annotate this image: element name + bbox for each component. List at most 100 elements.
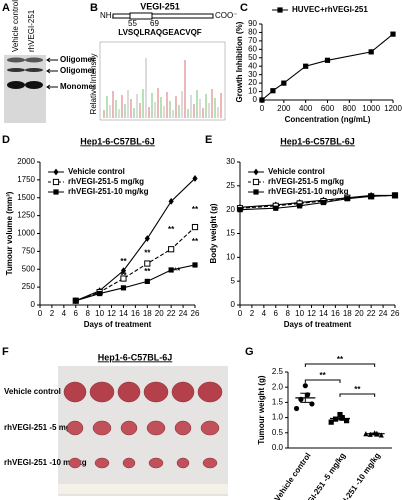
marker — [168, 197, 174, 205]
marker — [281, 80, 287, 86]
x-tick-label: 0 — [238, 309, 243, 318]
marker — [390, 31, 396, 37]
panel-letter: C — [240, 2, 248, 14]
x-axis-label: Concentration (ng/mL) — [285, 115, 371, 124]
series-line — [75, 178, 196, 302]
x-tick-label: Vehicle control — [273, 451, 313, 500]
legend-marker — [253, 168, 259, 176]
end-pos: 69 — [150, 19, 159, 28]
x-tick-label: 8 — [285, 309, 290, 318]
y-tick-label: 70 — [248, 36, 257, 45]
x-tick-label: 2 — [250, 309, 255, 318]
panel-letter: F — [2, 346, 9, 358]
x-tick-label: 26 — [391, 309, 400, 318]
significance: ** — [354, 385, 361, 394]
x-tick-label: 0 — [260, 104, 265, 113]
significance: ** — [174, 267, 181, 276]
y-tick-label: 1250 — [17, 211, 35, 220]
arrow — [46, 84, 58, 90]
legend-label: rhVEGI-251-5 mg/kg — [68, 177, 144, 186]
y-tick-label: 500 — [22, 264, 36, 273]
y-tick-label: 15 — [226, 229, 235, 238]
tumour — [89, 381, 115, 403]
y-tick-label: 1500 — [17, 193, 35, 202]
band — [7, 81, 25, 89]
blot — [4, 55, 46, 123]
marker — [320, 199, 327, 206]
x-tick-label: 6 — [274, 309, 279, 318]
significance: ** — [120, 257, 127, 266]
band-label: Monomer — [60, 82, 96, 91]
c-term: COO⁻ — [215, 11, 237, 20]
tumour — [66, 420, 84, 436]
legend-marker — [52, 178, 60, 186]
series-line — [75, 264, 196, 302]
x-axis-label: Days of treatment — [284, 320, 352, 329]
y-tick-label: 30 — [248, 70, 257, 79]
y-axis-label: Growth Inhibition (%) — [235, 21, 244, 102]
panel-letter: E — [205, 134, 212, 146]
marker — [120, 267, 127, 275]
y-tick-label: 60 — [248, 44, 257, 53]
x-tick-label: 20 — [355, 309, 364, 318]
tumour — [63, 381, 87, 403]
marker — [192, 175, 198, 182]
arrow — [46, 57, 58, 63]
significance: ** — [168, 225, 175, 234]
legend-label: rhVEGI-251-10 mg/kg — [68, 187, 149, 196]
band-label: Oligomer — [60, 66, 95, 75]
tumour — [120, 420, 138, 436]
chart-title: Hep1-6-C57BL-6J — [80, 136, 155, 146]
x-axis-label: Days of treatment — [84, 320, 152, 329]
protein-bar — [112, 13, 214, 19]
y-tick-label: 2000 — [17, 157, 35, 166]
y-tick-label: 750 — [22, 246, 36, 255]
bracket — [304, 363, 376, 367]
marker — [309, 401, 315, 407]
marker — [144, 278, 150, 285]
legend-label: HUVEC+rhVEGI-251 — [292, 5, 368, 14]
x-tick-label: 22 — [167, 309, 176, 318]
x-tick-label: 4 — [62, 309, 67, 318]
tumour — [117, 381, 141, 403]
y-tick-label: 0.0 — [272, 443, 284, 452]
x-tick-label: 800 — [343, 104, 357, 113]
row-label: Vehicle control — [4, 387, 61, 396]
spectrum-frame — [99, 41, 226, 121]
marker — [192, 262, 198, 268]
x-tick-label: 26 — [191, 309, 200, 318]
tumour — [148, 457, 164, 469]
y-tick-label: 2.5 — [272, 367, 284, 376]
marker — [168, 246, 175, 253]
y-tick-label: 1.5 — [272, 398, 284, 407]
x-tick-label: 16 — [131, 309, 140, 318]
y-axis-label: Tumour volume (mm³) — [5, 191, 14, 275]
x-tick-label: 200 — [277, 104, 291, 113]
error-bar — [335, 416, 345, 421]
error-bar — [369, 432, 380, 435]
x-tick-label: 14 — [319, 309, 328, 318]
tumour — [174, 420, 192, 436]
x-tick-label: 0 — [38, 309, 43, 318]
legend-label: Vehicle control — [68, 167, 125, 176]
tumour — [92, 420, 112, 436]
tumour — [146, 420, 166, 436]
y-axis-label: Body weight (g) — [209, 203, 218, 263]
tumour — [94, 457, 110, 469]
series-line — [75, 226, 196, 302]
x-tick-label: 22 — [367, 309, 376, 318]
y-tick-label: 1.0 — [272, 413, 284, 422]
x-tick-label: 1200 — [384, 104, 402, 113]
bracket — [304, 379, 341, 383]
n-term: NH₂ — [100, 11, 115, 20]
significance: ** — [337, 355, 344, 364]
panel-letter: A — [2, 2, 10, 14]
marker — [293, 405, 300, 412]
y-tick-label: 2.0 — [272, 382, 284, 391]
marker — [368, 193, 374, 199]
significance: ** — [120, 271, 127, 280]
marker — [302, 383, 308, 389]
marker — [73, 298, 79, 304]
y-tick-label: 10 — [226, 252, 235, 261]
ruler — [58, 484, 228, 494]
